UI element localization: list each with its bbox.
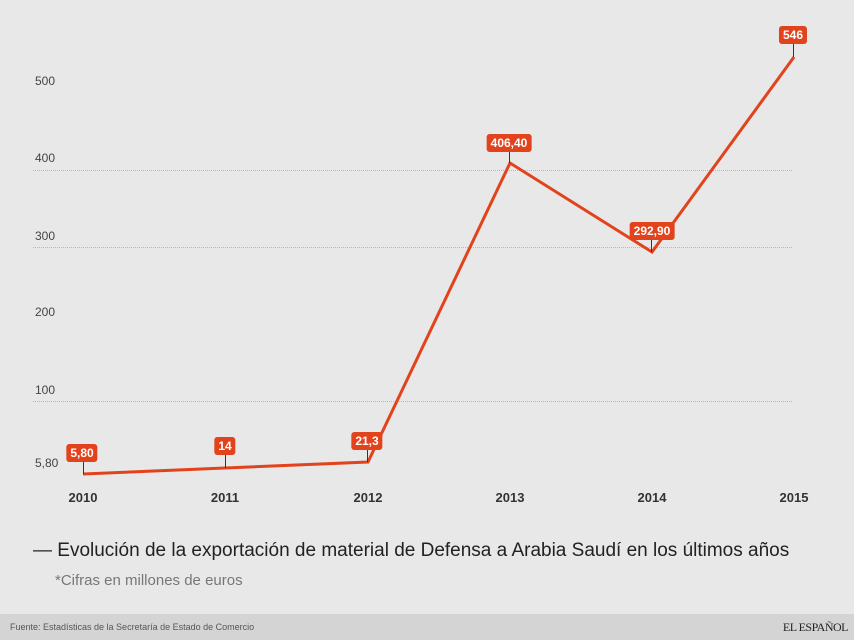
- data-label-2011: 14: [214, 437, 236, 455]
- marker-tick: [83, 460, 84, 474]
- data-label-2010: 5,80: [66, 444, 98, 462]
- gridline-300: [33, 247, 792, 248]
- x-tick-2014: 2014: [637, 490, 667, 505]
- x-tick-2011: 2011: [210, 490, 240, 505]
- marker-tick: [651, 238, 652, 252]
- footer-bar: Fuente: Estadísticas de la Secretaría de…: [0, 614, 854, 640]
- marker-tick: [367, 446, 368, 462]
- marker-tick: [793, 42, 794, 57]
- data-label-2015: 546: [778, 26, 808, 44]
- source-note: Fuente: Estadísticas de la Secretaría de…: [10, 622, 255, 632]
- data-label-2012: 21,3: [351, 432, 383, 450]
- chart-subtitle: *Cifras en millones de euros: [55, 572, 243, 589]
- gridline-400: [33, 170, 792, 171]
- y-tick-200: 200: [35, 305, 56, 319]
- x-tick-2015: 2015: [779, 490, 809, 505]
- marker-tick: [509, 150, 510, 163]
- y-tick-300: 300: [35, 229, 56, 243]
- gridline-100: [33, 401, 792, 402]
- brand-logo: EL ESPAÑOL: [782, 620, 849, 634]
- marker-tick: [225, 452, 226, 468]
- y-tick-100: 100: [35, 383, 56, 397]
- x-tick-2010: 2010: [68, 490, 98, 505]
- x-tick-2012: 2012: [353, 490, 383, 505]
- data-label-2013: 406,40: [486, 134, 532, 152]
- line-series: [82, 56, 796, 476]
- y-tick-400: 400: [35, 151, 56, 165]
- chart-title: — Evolución de la exportación de materia…: [33, 540, 790, 561]
- x-tick-2013: 2013: [495, 490, 525, 505]
- y-tick-5-80: 5,80: [35, 456, 59, 470]
- y-tick-500: 500: [35, 74, 56, 88]
- data-label-2014: 292,90: [629, 222, 675, 240]
